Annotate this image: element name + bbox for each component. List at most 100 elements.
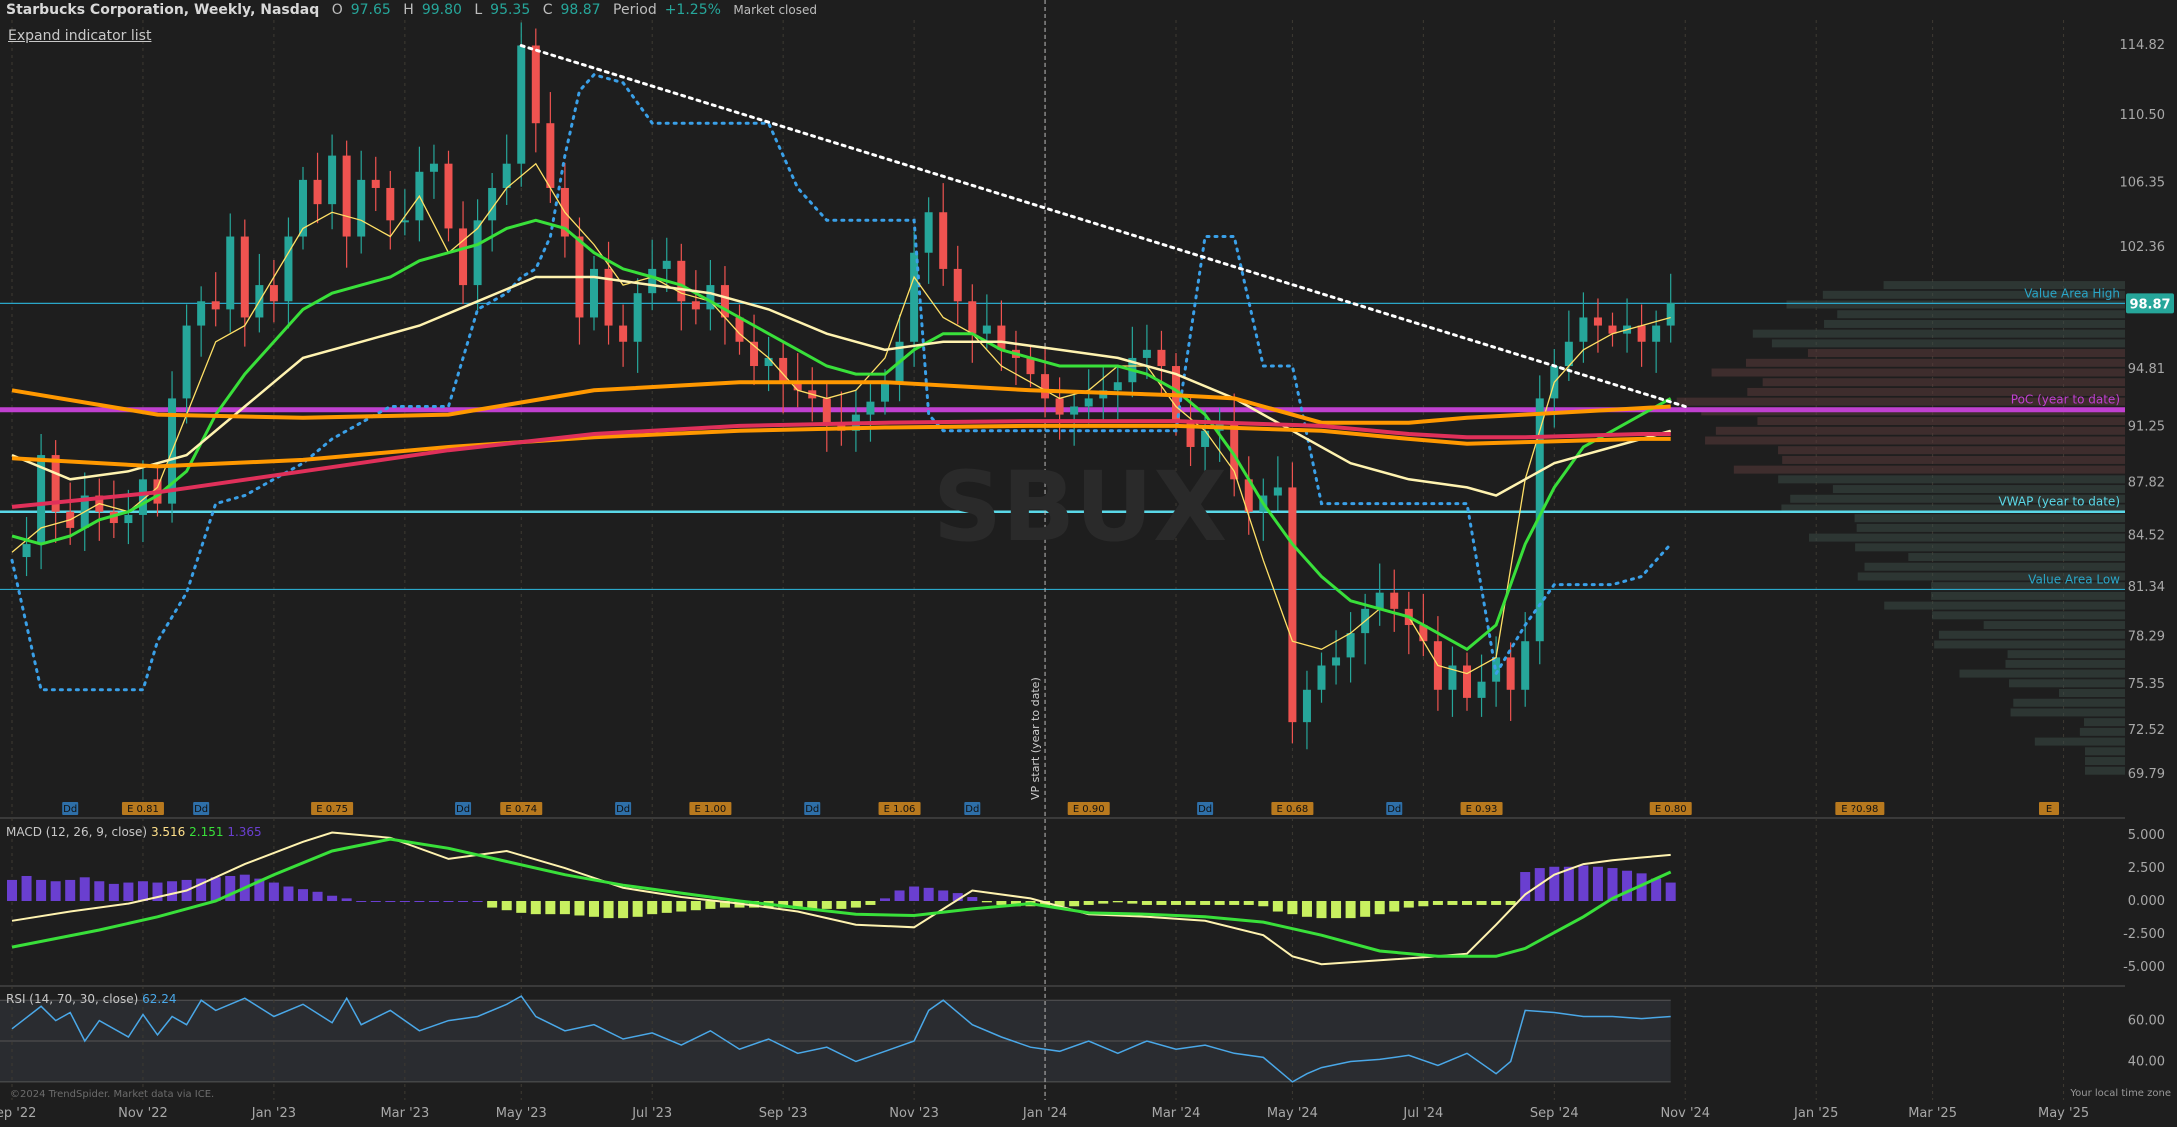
macd-histogram-bar: [749, 901, 760, 908]
candle-body: [459, 228, 468, 286]
volume-profile-bar: [2008, 679, 2125, 688]
price-axis-label: 102.36: [2120, 240, 2166, 255]
price-axis-label: 75.35: [2128, 677, 2165, 692]
volume-profile-bar: [1855, 543, 2125, 552]
x-tick-label: May '24: [1267, 1106, 1318, 1121]
volume-profile-bar: [1715, 426, 2125, 435]
macd-histogram-bar: [589, 901, 599, 917]
x-tick-label: Jan '23: [251, 1106, 296, 1121]
macd-histogram-bar: [996, 901, 1007, 905]
candle-body: [779, 357, 788, 383]
macd-histogram-bar: [458, 901, 469, 902]
candle-body: [982, 325, 991, 334]
volume-profile-bar: [1934, 640, 2125, 649]
macd-histogram-bar: [807, 901, 818, 909]
macd-histogram-bar: [1665, 882, 1676, 901]
level-label: Value Area Low: [2028, 572, 2120, 586]
macd-histogram-bar: [952, 893, 963, 901]
macd-histogram-bar: [938, 890, 949, 901]
macd-histogram-bar: [268, 882, 279, 901]
macd-histogram-bar: [370, 901, 381, 902]
macd-histogram-bar: [94, 881, 105, 901]
volume-profile-bar: [1778, 475, 2125, 484]
macd-histogram-bar: [1403, 901, 1414, 908]
macd-legend[interactable]: MACD (12, 26, 9, close) 3.516 2.151 1.36…: [6, 825, 262, 839]
candle-body: [1244, 479, 1253, 512]
macd-histogram-bar: [778, 901, 789, 908]
macd-histogram-bar: [1360, 901, 1371, 917]
event-marker: [455, 802, 472, 815]
macd-histogram-bar: [327, 895, 338, 901]
price-axis-label: 69.79: [2128, 767, 2165, 782]
macd-histogram-bar: [1054, 901, 1065, 907]
candle-body: [793, 382, 802, 391]
downtrend-line: [519, 44, 1687, 408]
x-tick-label: Mar '25: [1908, 1106, 1957, 1121]
volume-profile-bar: [2085, 757, 2125, 766]
candle-body: [1608, 325, 1617, 334]
macd-histogram-bar: [210, 877, 221, 901]
macd-histogram-bar: [1345, 901, 1356, 919]
low-label: L: [474, 2, 483, 18]
candle-body: [473, 220, 482, 286]
expand-indicator-list-link[interactable]: Expand indicator list: [8, 28, 152, 44]
rsi-legend[interactable]: RSI (14, 70, 30, close) 62.24: [6, 992, 176, 1006]
candle-body: [211, 301, 220, 310]
event-marker: [193, 802, 210, 815]
event-marker: [2039, 802, 2059, 815]
volume-profile-bar: [1837, 310, 2125, 319]
event-marker: [311, 802, 354, 815]
candle-body: [997, 325, 1006, 350]
volume-profile-bar: [1786, 300, 2125, 309]
event-marker: [689, 802, 732, 815]
macd-histogram-bar: [661, 901, 672, 913]
market-status: Market closed: [733, 3, 817, 17]
candle-body: [1593, 317, 1602, 326]
candle-body: [1186, 422, 1195, 447]
macd-histogram-bar: [225, 875, 236, 901]
macd-histogram-bar: [1447, 901, 1458, 905]
macd-histogram-bar: [152, 882, 163, 901]
macd-histogram-bar: [1200, 901, 1211, 905]
macd-histogram-bar: [1098, 901, 1109, 904]
macd-axis-label: 5.000: [2128, 828, 2165, 843]
symbol-title[interactable]: Starbucks Corporation, Weekly, Nasdaq: [6, 2, 320, 18]
macd-histogram-bar: [1607, 868, 1618, 901]
candle-body: [1070, 406, 1079, 415]
candle-body: [677, 260, 686, 302]
volume-profile-bar: [1762, 378, 2125, 387]
event-label: Dd: [1198, 804, 1212, 815]
candle-body: [1463, 665, 1471, 698]
candle-body: [531, 45, 540, 124]
last-price-badge-label: 98.87: [2129, 297, 2170, 312]
candle-body: [691, 301, 700, 310]
macd-histogram-bar: [516, 901, 527, 913]
macd-histogram-bar: [880, 898, 890, 901]
event-marker: [500, 802, 543, 815]
symbol-watermark: SBUX: [933, 451, 1227, 563]
candle-body: [1375, 592, 1384, 609]
price-axis-label: 81.34: [2128, 580, 2165, 595]
volume-profile-bar: [1832, 485, 2125, 494]
macd-histogram-bar: [1578, 865, 1589, 901]
macd-histogram-bar: [167, 881, 178, 901]
event-marker: [1271, 802, 1314, 815]
macd-value: 3.516: [150, 825, 186, 839]
close-value: 98.87: [560, 2, 601, 18]
macd-hist-value: 1.365: [227, 825, 262, 839]
candle-body: [1477, 681, 1486, 698]
event-marker: [964, 802, 981, 815]
macd-histogram-bar: [1432, 901, 1443, 905]
timezone-label[interactable]: Your local time zone: [2070, 1088, 2171, 1099]
macd-histogram-bar: [501, 901, 512, 911]
macd-histogram-bar: [909, 886, 920, 901]
candle-body: [1084, 398, 1093, 407]
candle-body: [590, 268, 598, 318]
volume-profile-bar: [1931, 582, 2125, 591]
macd-line: [11, 831, 1671, 966]
macd-axis-label: -2.500: [2123, 927, 2165, 942]
candle-body: [1041, 374, 1050, 399]
rsi-title: RSI (14, 70, 30, close): [6, 992, 139, 1006]
volume-profile-bar: [1705, 436, 2125, 445]
